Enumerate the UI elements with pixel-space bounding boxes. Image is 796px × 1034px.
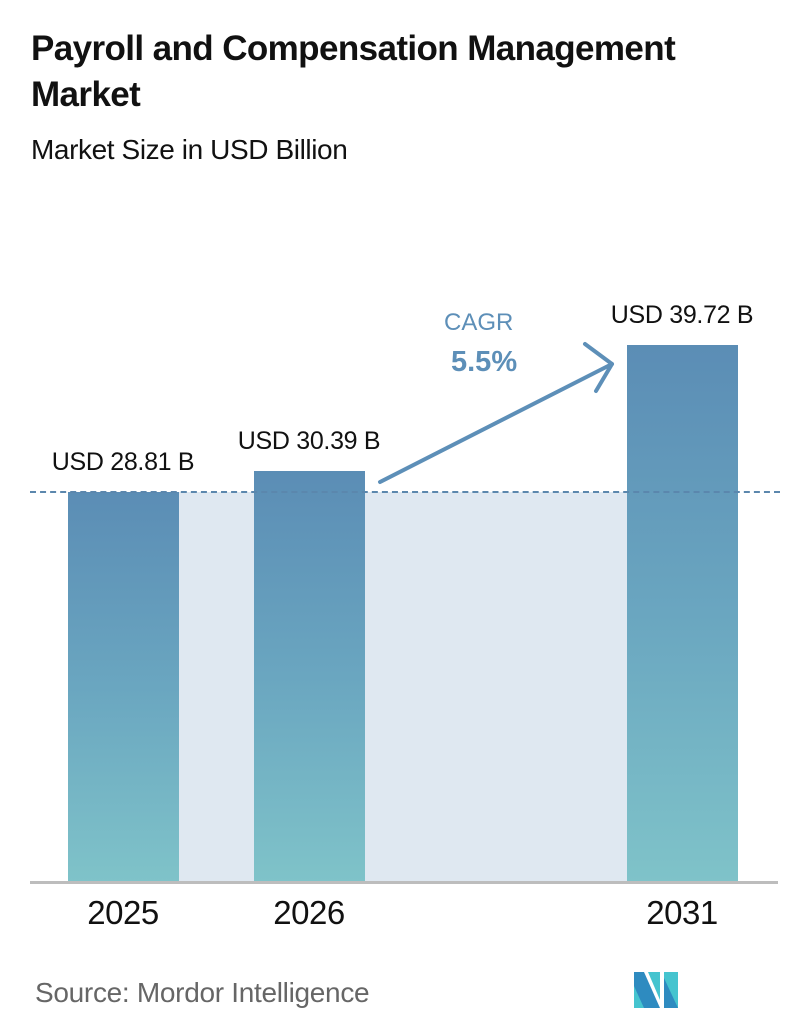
value-label-2026: USD 30.39 B (237, 427, 381, 455)
x-label-2025: 2025 (87, 894, 159, 931)
mordor-intelligence-logo-icon (634, 972, 678, 1008)
cagr-label: CAGR (444, 309, 514, 336)
reference-line (30, 491, 780, 493)
value-label-2031: USD 39.72 B (610, 301, 754, 329)
bar-2026 (254, 471, 365, 882)
cagr-value: 5.5% (451, 346, 518, 378)
value-label-2025: USD 28.81 B (51, 448, 195, 476)
chart-title: Payroll and Compensation Management Mark… (31, 29, 676, 114)
bar-2025 (68, 492, 179, 882)
x-label-2031: 2031 (646, 894, 718, 931)
chart-subtitle: Market Size in USD Billion (31, 134, 348, 165)
x-label-2026: 2026 (273, 894, 345, 931)
x-axis-line (30, 881, 778, 884)
bar-2031 (627, 345, 738, 882)
source-text: Source: Mordor Intelligence (35, 977, 370, 1008)
background-band (68, 492, 738, 882)
